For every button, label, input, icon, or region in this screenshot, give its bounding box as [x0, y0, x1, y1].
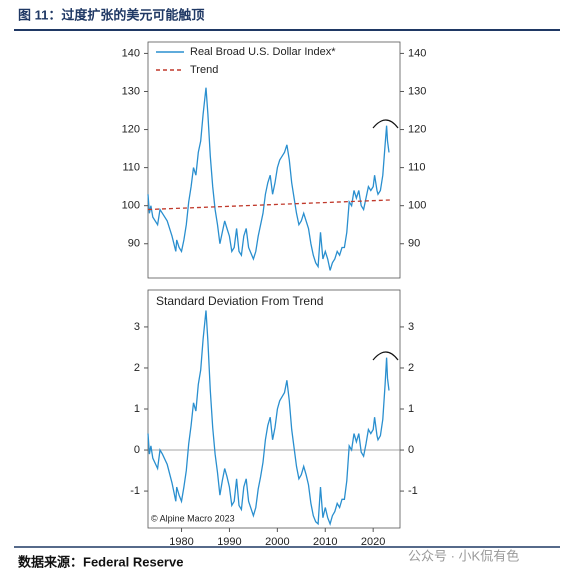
y-tick-label-right: 2: [408, 362, 414, 374]
y-tick-label-right: 3: [408, 321, 414, 333]
y-tick-label: 100: [122, 200, 140, 212]
x-tick-label: 1990: [217, 536, 241, 548]
series-line: [147, 87, 390, 271]
y-tick-label: 0: [134, 444, 140, 456]
y-tick-label-right: 110: [408, 162, 426, 174]
peak-arc: [372, 119, 399, 129]
plot-frame: [147, 289, 401, 529]
series-line: [147, 199, 390, 211]
y-tick-label: 140: [122, 47, 140, 59]
series-line: [147, 310, 390, 526]
panel-title: Standard Deviation From Trend: [156, 294, 323, 308]
legend-label: Real Broad U.S. Dollar Index*: [190, 46, 336, 58]
x-tick-label: 1980: [169, 536, 193, 548]
y-tick-label: 120: [122, 123, 140, 135]
peak-arc: [372, 351, 399, 361]
y-tick-label: 1: [134, 403, 140, 415]
figure-title: 图 11：过度扩张的美元可能触顶: [18, 7, 204, 22]
y-tick-label-right: 1: [408, 403, 414, 415]
y-tick-label-right: 120: [408, 123, 426, 135]
legend-label: Trend: [190, 64, 218, 76]
y-tick-label: -1: [130, 485, 140, 497]
y-tick-label-right: 90: [408, 238, 420, 250]
source: 数据来源：Federal Reserve: [18, 554, 183, 569]
credit: © Alpine Macro 2023: [151, 513, 235, 523]
y-tick-label: 2: [134, 362, 140, 374]
y-tick-label-right: 140: [408, 47, 426, 59]
y-tick-label-right: 130: [408, 85, 426, 97]
y-tick-label-right: -1: [408, 485, 418, 497]
watermark: 公众号 · 小K侃有色: [408, 548, 519, 563]
y-tick-label: 3: [134, 321, 140, 333]
y-tick-label: 130: [122, 85, 140, 97]
x-tick-label: 2020: [361, 536, 385, 548]
y-tick-label-right: 0: [408, 444, 414, 456]
y-tick-label-right: 100: [408, 200, 426, 212]
y-tick-label: 90: [128, 238, 140, 250]
plot-frame: [147, 41, 401, 279]
y-tick-label: 110: [122, 162, 140, 174]
x-tick-label: 2010: [313, 536, 337, 548]
x-tick-label: 2000: [265, 536, 289, 548]
